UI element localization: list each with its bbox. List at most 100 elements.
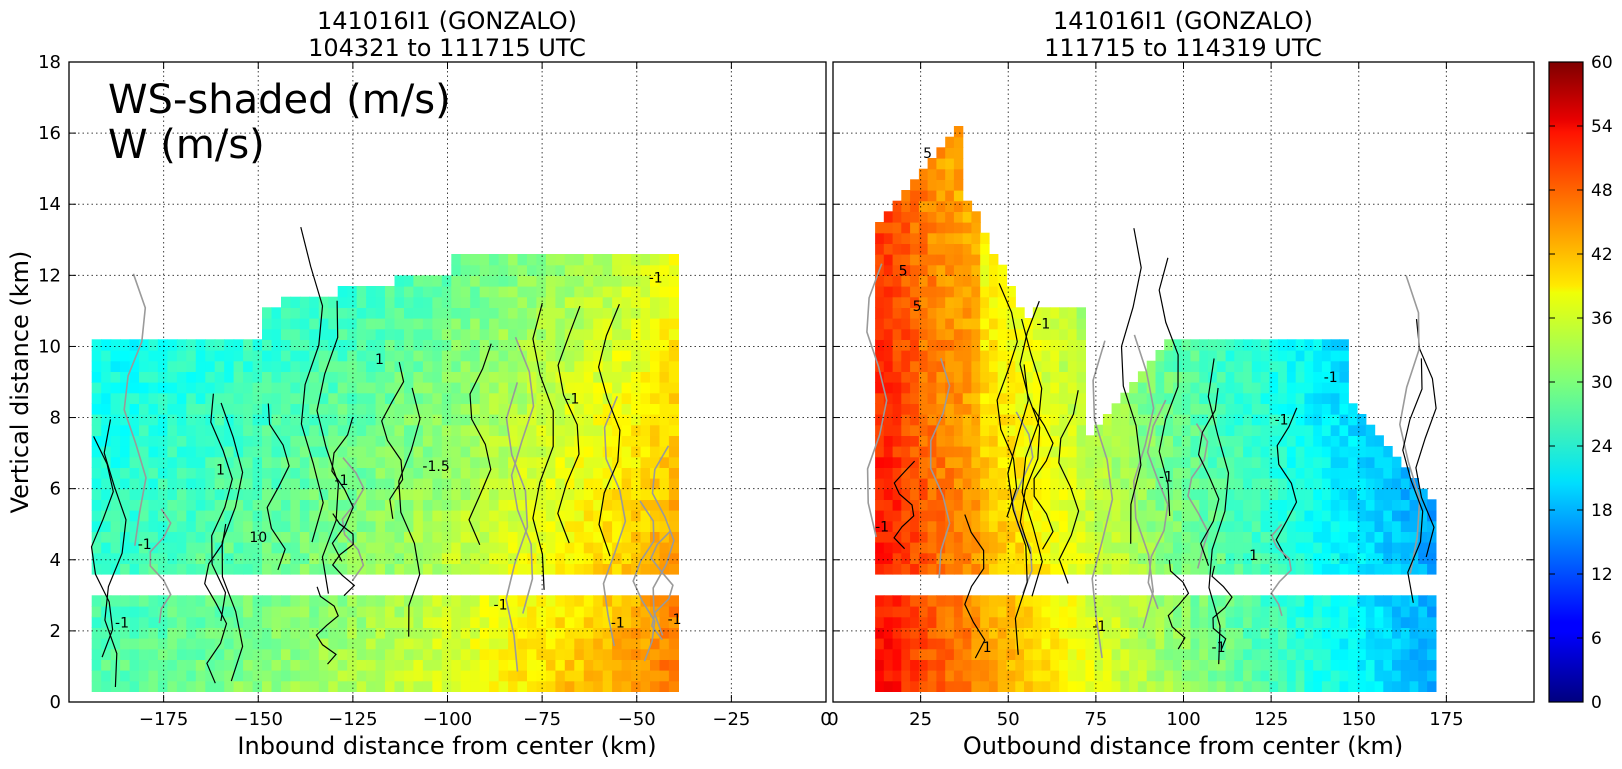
heatmap-cell <box>460 286 471 298</box>
heatmap-cell <box>337 446 348 458</box>
heatmap-cell <box>612 254 623 266</box>
heatmap-cell <box>290 424 301 436</box>
heatmap-cell <box>385 542 396 554</box>
heatmap-cell <box>989 360 999 372</box>
heatmap-cell <box>290 478 301 490</box>
heatmap-cell <box>659 606 670 618</box>
heatmap-cell <box>927 339 937 351</box>
heatmap-cell <box>299 552 310 564</box>
heatmap-cell <box>997 318 1008 330</box>
contour-line <box>316 300 340 594</box>
heatmap-cell <box>668 446 679 458</box>
heatmap-cell <box>167 403 178 415</box>
heatmap-cell <box>290 670 301 682</box>
x-tick-label: 50 <box>997 709 1020 730</box>
heatmap-cell <box>892 350 902 362</box>
heatmap-cell <box>892 648 902 660</box>
heatmap-cell <box>451 275 462 287</box>
heatmap-cell <box>1181 670 1192 682</box>
heatmap-cell <box>901 606 911 618</box>
heatmap-cell <box>1339 616 1349 628</box>
heatmap-cell <box>602 680 613 692</box>
heatmap-cell <box>1313 403 1323 415</box>
heatmap-cell <box>1348 531 1358 543</box>
heatmap-cell <box>875 616 885 628</box>
heatmap-cell <box>1120 414 1130 426</box>
heatmap-cell <box>1199 606 1209 618</box>
heatmap-cell <box>1295 670 1306 682</box>
heatmap-cell <box>1339 638 1349 650</box>
heatmap-cell <box>1216 392 1227 404</box>
heatmap-cell <box>1313 542 1323 554</box>
heatmap-cell <box>356 627 367 639</box>
heatmap-cell <box>1383 510 1393 522</box>
heatmap-cell <box>176 648 187 660</box>
heatmap-cell <box>309 627 320 639</box>
heatmap-cell <box>989 446 999 458</box>
heatmap-cell <box>564 520 575 532</box>
heatmap-cell <box>1006 286 1016 298</box>
heatmap-cell <box>910 446 920 458</box>
heatmap-cell <box>1015 499 1025 511</box>
heatmap-cell <box>1400 467 1411 479</box>
heatmap-cell <box>517 296 528 308</box>
heatmap-cell <box>167 659 178 671</box>
heatmap-cell <box>989 531 999 543</box>
heatmap-cell <box>1330 339 1341 351</box>
heatmap-cell <box>1383 595 1393 607</box>
heatmap-cell <box>224 392 235 404</box>
heatmap-cell <box>564 286 575 298</box>
x-tick-label: 25 <box>909 709 932 730</box>
heatmap-cell <box>432 403 443 415</box>
heatmap-cell <box>479 499 490 511</box>
heatmap-cell <box>953 595 964 607</box>
heatmap-cell <box>668 318 679 330</box>
contour-line <box>1120 228 1142 544</box>
heatmap-cell <box>460 542 471 554</box>
heatmap-cell <box>167 446 178 458</box>
heatmap-cell <box>953 360 964 372</box>
heatmap-cell <box>451 424 462 436</box>
heatmap-cell <box>1339 563 1349 575</box>
heatmap-cell <box>1050 403 1060 415</box>
heatmap-cell <box>299 606 310 618</box>
heatmap-cell <box>1024 552 1034 564</box>
heatmap-cell <box>953 318 964 330</box>
heatmap-cell <box>1032 435 1043 447</box>
heatmap-cell <box>91 478 102 490</box>
heatmap-cell <box>945 638 955 650</box>
heatmap-cell <box>214 478 225 490</box>
heatmap-cell <box>1032 531 1043 543</box>
heatmap-cell <box>1339 531 1349 543</box>
heatmap-cell <box>441 606 452 618</box>
heatmap-cell <box>1392 531 1402 543</box>
heatmap-cell <box>1050 680 1060 692</box>
heatmap-cell <box>1199 488 1209 500</box>
heatmap-cell <box>129 360 140 372</box>
heatmap-cell <box>1383 670 1393 682</box>
heatmap-cell <box>101 627 112 639</box>
heatmap-cell <box>186 542 197 554</box>
heatmap-cell <box>593 542 604 554</box>
heatmap-cell <box>593 296 604 308</box>
heatmap-cell <box>1330 520 1341 532</box>
heatmap-cell <box>936 200 946 212</box>
heatmap-cell <box>892 680 902 692</box>
heatmap-cell <box>224 371 235 383</box>
heatmap-cell <box>110 520 121 532</box>
heatmap-cell <box>1269 360 1279 372</box>
heatmap-cell <box>989 318 999 330</box>
heatmap-cell <box>650 446 661 458</box>
heatmap-cell <box>299 350 310 362</box>
heatmap-cell <box>375 680 386 692</box>
heatmap-cell <box>1137 456 1148 468</box>
heatmap-cell <box>875 456 885 468</box>
heatmap-cell <box>271 350 282 362</box>
heatmap-cell <box>1313 595 1323 607</box>
heatmap-cell <box>875 275 885 287</box>
heatmap-cell <box>243 382 254 394</box>
heatmap-cell <box>186 488 197 500</box>
heatmap-cell <box>508 531 519 543</box>
heatmap-cell <box>668 510 679 522</box>
heatmap-cell <box>404 350 415 362</box>
